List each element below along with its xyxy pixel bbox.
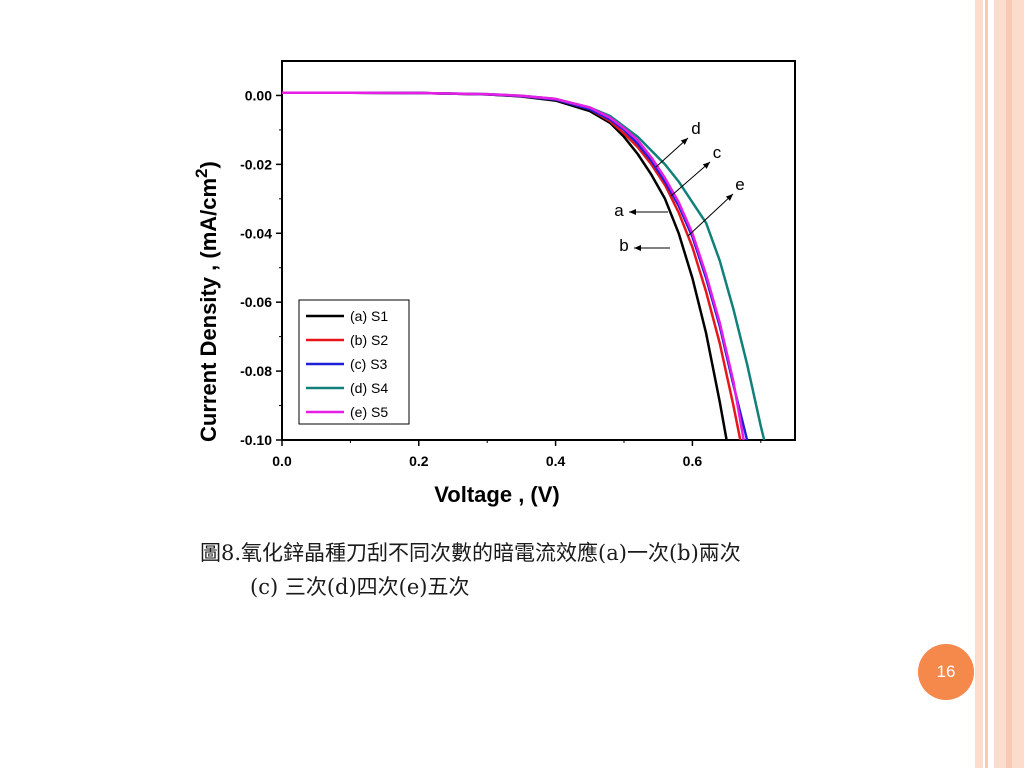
series-line-e <box>282 91 745 441</box>
decor-stripe-2 <box>985 0 988 768</box>
legend-label-c: (c) S3 <box>350 356 388 372</box>
x-tick-label: 0.2 <box>409 453 429 469</box>
annotation-label-a: a <box>614 201 624 220</box>
y-tick-label: 0.00 <box>245 87 272 103</box>
y-tick-label: -0.06 <box>240 294 272 310</box>
x-axis-label: Voltage , (V) <box>434 482 560 507</box>
x-tick-label: 0.4 <box>546 453 566 469</box>
y-tick-label: -0.10 <box>240 432 272 448</box>
legend-label-e: (e) S5 <box>350 404 388 420</box>
y-tick-label: -0.08 <box>240 363 272 379</box>
legend-box <box>298 299 410 425</box>
x-tick-label: 0.0 <box>272 453 292 469</box>
page-number-badge: 16 <box>918 644 974 700</box>
caption-line-2: (c) 三次(d)四次(e)五次 <box>250 575 470 599</box>
annotation-arrow-c <box>670 161 711 197</box>
legend-label-b: (b) S2 <box>350 332 388 348</box>
page-number: 16 <box>936 662 956 681</box>
legend-label-d: (d) S4 <box>350 380 388 396</box>
y-tick-label: -0.02 <box>240 156 272 172</box>
annotation-label-c: c <box>713 143 722 162</box>
annotation-arrow-d <box>655 137 689 168</box>
annotation-label-e: e <box>735 175 744 194</box>
plot-frame <box>281 60 796 441</box>
figure-caption: 圖8.氧化鋅晶種刀刮不同次數的暗電流效應(a)一次(b)兩次 (c) 三次(d)… <box>200 536 920 604</box>
y-axis-label: Current Density , (mA/cm2) <box>192 161 221 442</box>
x-tick-label: 0.6 <box>683 453 703 469</box>
annotation-label-d: d <box>691 119 700 138</box>
legend-label-a: (a) S1 <box>350 308 388 324</box>
y-tick-label: -0.04 <box>240 225 272 241</box>
caption-line-1: 圖8.氧化鋅晶種刀刮不同次數的暗電流效應(a)一次(b)兩次 <box>200 541 741 565</box>
decor-stripe-4 <box>1006 0 1012 768</box>
annotation-arrow-e <box>687 193 734 237</box>
annotation-label-b: b <box>619 236 628 255</box>
decor-stripe-1 <box>975 0 983 768</box>
